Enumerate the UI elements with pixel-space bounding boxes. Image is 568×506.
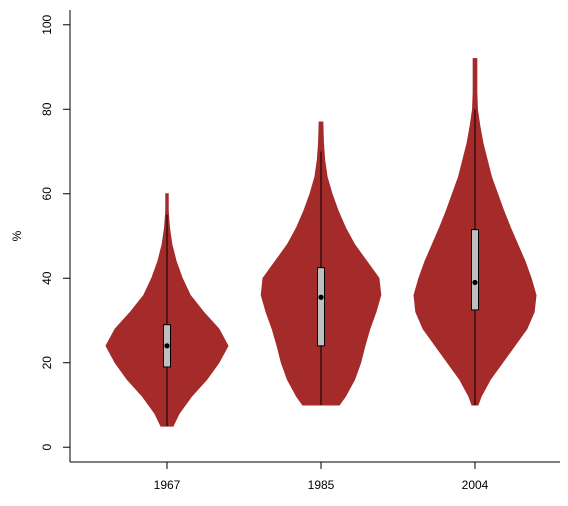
x-tick-label: 1967	[154, 478, 181, 492]
y-tick-label: 80	[40, 102, 54, 116]
y-tick-label: 20	[40, 356, 54, 370]
x-tick-label: 1985	[308, 478, 335, 492]
y-axis-label: %	[10, 230, 24, 241]
median	[318, 294, 324, 300]
x-tick-label: 2004	[462, 478, 489, 492]
median	[472, 279, 478, 286]
y-tick-label: 100	[40, 14, 54, 34]
iqr-box	[471, 229, 479, 311]
median	[164, 343, 170, 349]
iqr-box	[317, 267, 325, 347]
y-tick-label: 60	[40, 187, 54, 201]
y-tick-label: 40	[40, 271, 54, 285]
y-tick-label: 0	[40, 444, 54, 451]
